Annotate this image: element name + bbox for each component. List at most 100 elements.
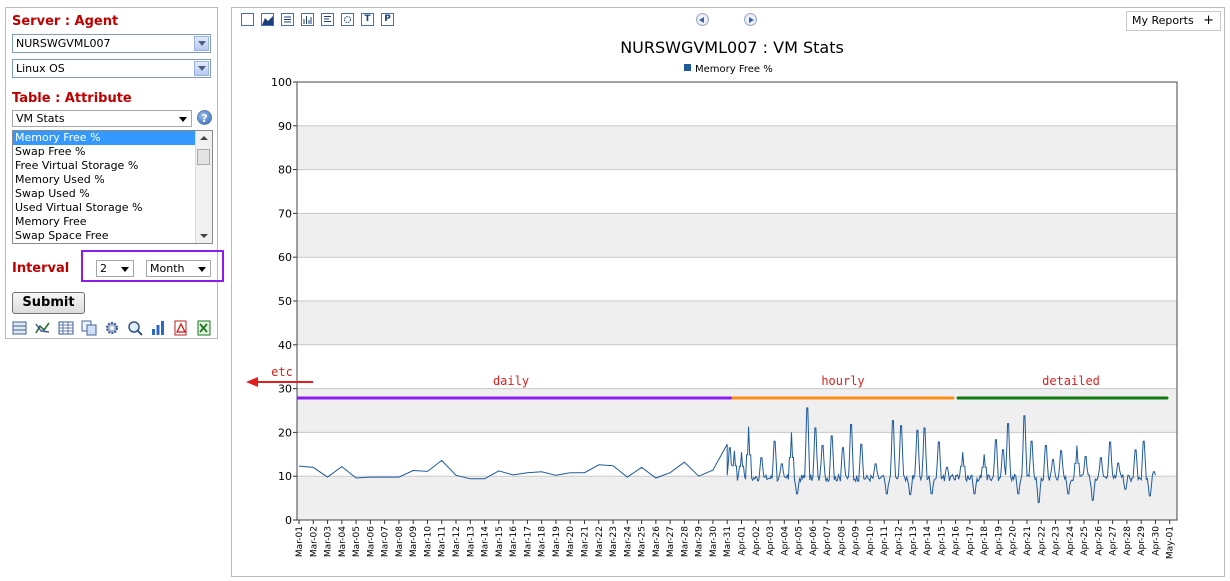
submit-button[interactable]: Submit: [12, 292, 85, 314]
chevron-down-icon[interactable]: [194, 36, 209, 51]
grid-band: [297, 169, 1177, 214]
list-item[interactable]: Swap Space Free: [15, 229, 109, 242]
area-chart-icon[interactable]: [261, 13, 274, 26]
print-tool-button[interactable]: P: [381, 13, 394, 26]
x-tick-label: Mar-12: [452, 526, 462, 557]
x-tick-label: Apr-29: [1137, 526, 1147, 556]
copy-icon[interactable]: [81, 320, 97, 336]
scroll-up-icon[interactable]: [200, 136, 208, 140]
list-item[interactable]: Memory Used %: [15, 173, 105, 186]
bar-chart-icon[interactable]: [150, 320, 166, 336]
bar-icon[interactable]: [301, 13, 314, 26]
chart-title: NURSWGVML007 : VM Stats: [620, 38, 844, 57]
list-item[interactable]: Swap Free %: [15, 145, 86, 158]
table-select-value: VM Stats: [16, 112, 65, 125]
table-select[interactable]: VM Stats: [12, 110, 192, 127]
line-chart-icon[interactable]: [35, 320, 51, 336]
x-tick-label: Mar-20: [566, 526, 576, 557]
x-tick-label: Apr-02: [752, 526, 762, 556]
list-item[interactable]: Memory Free: [15, 215, 87, 228]
list-item[interactable]: Swap Used %: [15, 187, 90, 200]
x-tick-label: May-01: [1166, 526, 1176, 559]
x-tick-label: Mar-01: [295, 526, 305, 557]
etc-label: etc: [271, 365, 293, 379]
control-panel: Server : Agent NURSWGVML007 Linux OS Tab…: [5, 7, 218, 339]
attribute-list[interactable]: Memory Free % Swap Free % Free Virtual S…: [12, 130, 213, 244]
x-tick-label: Mar-16: [509, 526, 519, 557]
interval-unit-value: Month: [150, 262, 185, 275]
chevron-down-icon[interactable]: [194, 61, 209, 76]
x-tick-label: Apr-19: [994, 526, 1004, 556]
x-tick-label: Mar-11: [438, 526, 448, 557]
y-tick-label: 100: [271, 76, 292, 89]
x-tick-label: Apr-21: [1023, 526, 1033, 556]
server-select-value: NURSWGVML007: [16, 37, 111, 50]
interval-label: Interval: [12, 261, 70, 276]
list-icon[interactable]: [321, 13, 334, 26]
x-tick-label: Apr-17: [966, 526, 976, 556]
x-tick-label: Mar-26: [652, 526, 662, 557]
x-tick-label: Apr-13: [909, 526, 919, 556]
server-select[interactable]: NURSWGVML007: [12, 34, 211, 53]
x-tick-label: Mar-05: [352, 526, 362, 557]
y-tick-label: 40: [278, 339, 292, 352]
detailed-range-label: detailed: [1042, 374, 1100, 388]
arrow-left-icon: [246, 377, 258, 387]
x-tick-label: Mar-07: [381, 526, 391, 557]
settings-icon[interactable]: [104, 320, 120, 336]
chevron-down-icon: [179, 117, 187, 122]
x-tick-label: Mar-25: [638, 526, 648, 557]
list-item[interactable]: Free Virtual Storage %: [15, 159, 139, 172]
list-item[interactable]: Used Virtual Storage %: [15, 201, 143, 214]
text-tool-button[interactable]: T: [361, 13, 374, 26]
x-tick-label: Apr-18: [980, 526, 990, 556]
pdf-icon[interactable]: [173, 320, 189, 336]
chevron-down-icon: [198, 267, 206, 272]
excel-icon[interactable]: [196, 320, 212, 336]
os-select[interactable]: Linux OS: [12, 59, 211, 78]
x-tick-label: Apr-30: [1151, 526, 1161, 556]
grid-band: [297, 344, 1177, 389]
interval-unit-select[interactable]: Month: [146, 260, 211, 277]
stacked-icon[interactable]: [281, 13, 294, 26]
scatter-icon[interactable]: [341, 13, 354, 26]
x-tick-label: Apr-22: [1037, 526, 1047, 556]
scroll-thumb[interactable]: [197, 149, 210, 165]
x-tick-label: Mar-28: [680, 526, 690, 557]
legend-swatch: [684, 64, 691, 71]
help-icon[interactable]: ?: [197, 110, 212, 125]
list-item[interactable]: Memory Free %: [13, 131, 195, 145]
my-reports-label: My Reports: [1132, 14, 1194, 27]
table-attribute-title: Table : Attribute: [12, 91, 132, 106]
interval-count-value: 2: [100, 262, 107, 275]
x-tick-label: Apr-15: [937, 526, 947, 556]
grid-band: [297, 125, 1177, 170]
grid-icon[interactable]: [58, 320, 74, 336]
x-tick-label: Apr-16: [952, 526, 962, 556]
x-tick-label: Mar-23: [609, 526, 619, 557]
grid-band: [297, 82, 1177, 126]
grid-band: [297, 476, 1177, 520]
list-scrollbar[interactable]: [195, 131, 212, 243]
x-tick-label: Mar-03: [324, 526, 334, 557]
x-tick-label: Apr-10: [866, 526, 876, 556]
my-reports-button[interactable]: My Reports +: [1126, 11, 1221, 31]
next-period-button[interactable]: [744, 13, 757, 26]
y-tick-label: 0: [285, 514, 292, 527]
x-tick-label: Apr-20: [1009, 526, 1019, 556]
interval-count-select[interactable]: 2: [96, 260, 134, 277]
y-tick-label: 10: [278, 470, 292, 483]
scroll-down-icon[interactable]: [200, 234, 208, 238]
table-icon[interactable]: [12, 320, 28, 336]
daily-range-label: daily: [493, 374, 529, 388]
x-tick-label: Mar-08: [395, 526, 405, 557]
square-icon[interactable]: [241, 13, 254, 26]
x-tick-label: Apr-25: [1080, 526, 1090, 556]
x-tick-label: Mar-13: [466, 526, 476, 557]
x-tick-label: Mar-15: [495, 526, 505, 557]
plus-icon: +: [1203, 13, 1214, 28]
x-tick-label: Mar-24: [623, 526, 633, 557]
zoom-icon[interactable]: [127, 320, 143, 336]
previous-period-button[interactable]: [696, 13, 709, 26]
